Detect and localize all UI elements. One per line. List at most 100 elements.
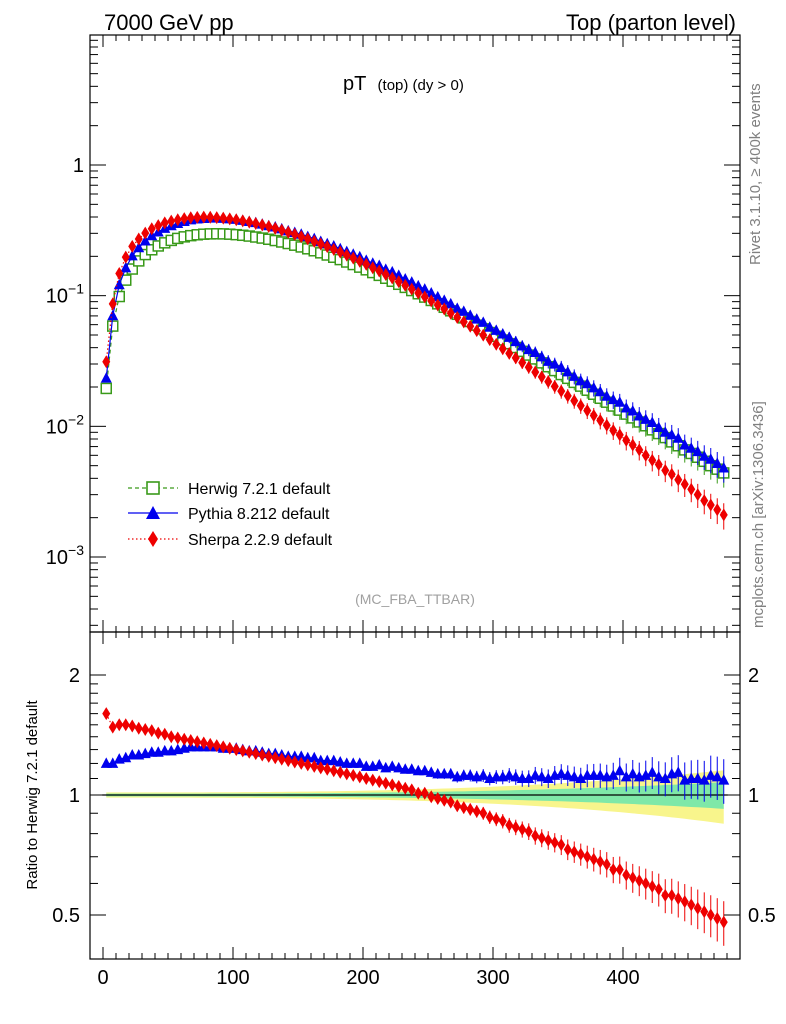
ratio-point-pythia [529, 769, 541, 780]
data-point-sherpa [511, 351, 520, 365]
ratio-y-tick-label-right: 0.5 [748, 905, 776, 927]
ratio-point-pythia [672, 766, 684, 777]
data-point-pythia [685, 442, 697, 453]
ratio-y-tick-label-right: 1 [748, 785, 759, 807]
data-point-sherpa [264, 220, 273, 234]
ratio-point-sherpa [329, 764, 338, 778]
legend-label-sherpa: Sherpa 2.2.9 default [188, 532, 333, 549]
ratio-point-sherpa [342, 767, 351, 781]
ratio-point-sherpa [615, 863, 624, 877]
data-point-pythia [575, 374, 587, 386]
ratio-point-sherpa [420, 786, 429, 800]
data-point-pythia [458, 305, 470, 316]
ratio-point-sherpa [576, 847, 585, 861]
data-point-sherpa [641, 448, 650, 462]
data-point-sherpa [394, 275, 403, 289]
ratio-point-sherpa [505, 818, 514, 832]
data-point-pythia [445, 297, 457, 309]
data-point-pythia [386, 265, 398, 277]
data-point-pythia [412, 279, 424, 291]
data-point-pythia [659, 426, 671, 437]
data-point-sherpa [407, 282, 416, 296]
data-point-sherpa [173, 213, 182, 227]
data-point-sherpa [323, 240, 332, 254]
legend-entry-herwig: Herwig 7.2.1 default [128, 481, 331, 498]
data-point-pythia [718, 461, 730, 473]
data-point-sherpa [466, 319, 475, 333]
data-point-pythia [594, 385, 606, 397]
data-point-pythia [451, 302, 463, 313]
ratio-point-sherpa [180, 732, 189, 746]
ratio-point-pythia [646, 766, 658, 777]
data-point-sherpa [336, 245, 345, 259]
data-point-pythia [107, 309, 119, 321]
data-point-sherpa [141, 226, 150, 240]
data-point-sherpa [622, 433, 631, 447]
data-point-sherpa [693, 488, 702, 502]
ratio-point-pythia [575, 772, 587, 783]
data-point-pythia [464, 309, 476, 320]
ratio-point-sherpa [459, 801, 468, 815]
ratio-point-sherpa [167, 730, 176, 744]
ratio-point-sherpa [570, 845, 579, 859]
ratio-point-pythia [295, 750, 307, 761]
ratio-point-sherpa [303, 758, 312, 772]
ratio-point-sherpa [654, 882, 663, 896]
data-point-sherpa [414, 286, 423, 300]
data-point-sherpa [212, 211, 221, 225]
ratio-point-pythia [711, 770, 723, 782]
data-point-sherpa [375, 264, 384, 278]
y-tick-label: 10−1 [46, 281, 84, 308]
data-point-sherpa [531, 365, 540, 379]
ratio-point-pythia [107, 757, 119, 768]
data-point-sherpa [420, 290, 429, 304]
ratio-y-tick-label: 1 [69, 785, 80, 807]
ratio-point-sherpa [479, 806, 488, 820]
data-point-pythia [536, 350, 548, 362]
ratio-point-pythia [705, 769, 717, 780]
ratio-point-sherpa [401, 781, 410, 795]
data-point-sherpa [453, 311, 462, 325]
data-point-herwig [133, 255, 145, 267]
data-point-sherpa [147, 222, 156, 236]
data-point-sherpa [349, 251, 358, 265]
data-point-sherpa [251, 216, 260, 230]
ratio-point-sherpa [355, 770, 364, 784]
x-tick-label: 300 [476, 967, 509, 989]
ratio-point-sherpa [531, 829, 540, 843]
rivet-label: Rivet 3.1.10, ≥ 400k events [747, 83, 764, 265]
ratio-point-sherpa [102, 707, 111, 721]
data-point-herwig [113, 290, 125, 303]
legend-entry-sherpa: Sherpa 2.2.9 default [128, 531, 333, 549]
ratio-y-tick-label: 0.5 [52, 905, 80, 927]
data-point-pythia [555, 361, 567, 373]
data-point-sherpa [635, 443, 644, 457]
data-point-sherpa [589, 409, 598, 423]
ratio-point-sherpa [316, 761, 325, 775]
data-point-sherpa [570, 394, 579, 408]
data-point-pythia [523, 343, 535, 355]
data-point-pythia [432, 290, 444, 302]
data-point-pythia [516, 339, 528, 351]
ratio-point-pythia [510, 770, 522, 782]
data-point-pythia [711, 457, 723, 468]
data-point-sherpa [479, 328, 488, 342]
data-point-sherpa [238, 214, 247, 228]
data-point-pythia [698, 450, 710, 461]
data-point-sherpa [381, 268, 390, 282]
ratio-point-pythia [393, 761, 405, 773]
ratio-point-pythia [640, 769, 652, 780]
data-point-pythia [672, 432, 684, 443]
data-point-pythia [601, 390, 613, 401]
series-line-pythia [105, 217, 725, 469]
legend-label-herwig: Herwig 7.2.1 default [188, 481, 331, 498]
ratio-point-sherpa [381, 776, 390, 790]
ratio-point-sherpa [700, 905, 709, 919]
ratio-point-sherpa [602, 857, 611, 871]
legend-marker-herwig [146, 481, 160, 495]
ratio-point-sherpa [199, 736, 208, 750]
ratio-point-pythia [425, 766, 437, 777]
ratio-point-pythia [542, 772, 554, 783]
ratio-point-sherpa [264, 749, 273, 763]
